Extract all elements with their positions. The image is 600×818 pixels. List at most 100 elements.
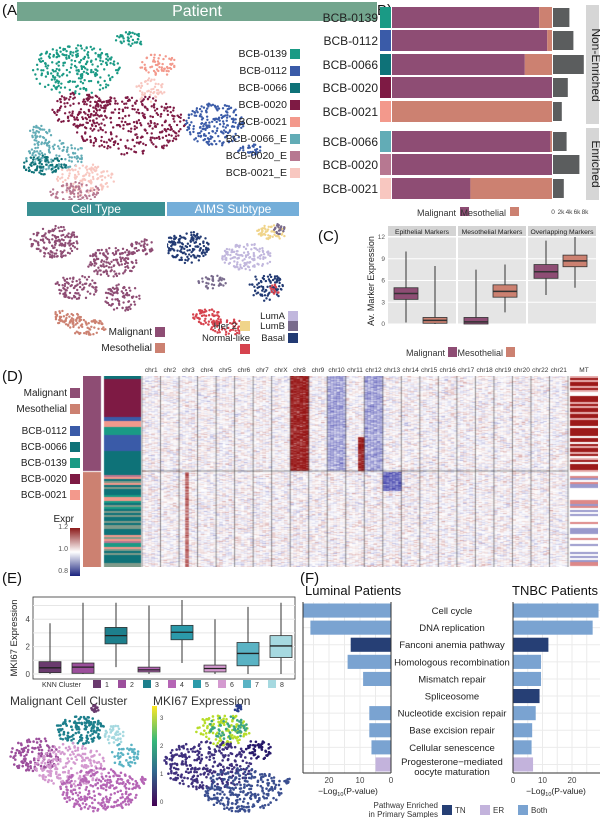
tsne-point — [131, 778, 134, 781]
tsne-point — [75, 279, 78, 283]
tsne-point — [57, 321, 61, 325]
tsne-point — [190, 261, 193, 264]
tsne-point — [237, 329, 240, 332]
tsne-point — [239, 253, 242, 257]
tsne-point — [70, 735, 74, 738]
tsne-point — [192, 127, 195, 131]
tsne-point — [57, 776, 60, 780]
tsne-point — [96, 708, 100, 712]
tsne-point — [70, 739, 73, 742]
tsne-point — [77, 296, 81, 300]
tsne-point — [207, 282, 210, 285]
tsne-point — [38, 60, 42, 63]
tsne-point — [60, 168, 64, 172]
tsne-point — [253, 285, 256, 288]
tsne-point — [80, 807, 83, 810]
tsne-point — [221, 258, 224, 261]
tsne-point — [204, 134, 207, 138]
tsne-point — [181, 754, 185, 757]
tsne-point — [125, 306, 128, 309]
tsne-point — [271, 230, 274, 233]
tsne-point — [218, 277, 221, 280]
tsne-point — [155, 107, 159, 111]
tsne-point — [199, 747, 202, 751]
tsne-point — [80, 738, 83, 742]
tsne-point — [259, 232, 262, 235]
tsne-point — [236, 719, 239, 722]
luminal-bar — [310, 620, 391, 635]
tsne-point — [268, 774, 271, 778]
tsne-point — [102, 100, 106, 104]
tsne-point — [202, 244, 206, 248]
tsne-point — [137, 142, 141, 145]
tsne-point — [63, 249, 66, 252]
tsne-point — [229, 328, 233, 332]
tsne-point — [265, 787, 268, 790]
tsne-point — [49, 250, 53, 253]
tsne-point — [173, 249, 176, 252]
tsne-point — [164, 102, 168, 106]
tsne-point — [174, 778, 178, 782]
tsne-point — [40, 748, 44, 752]
tsne-point — [69, 247, 72, 250]
tsne-point — [117, 283, 120, 286]
tsne-point — [158, 54, 162, 57]
tsne-point — [109, 146, 112, 149]
tsne-point — [185, 764, 188, 767]
tsne-point — [78, 319, 81, 323]
tsne-point — [253, 148, 257, 151]
tsne-point — [157, 135, 161, 139]
tsne-point — [178, 258, 181, 262]
tsne-point — [92, 332, 95, 336]
tsne-point — [73, 118, 76, 121]
tsne-point — [54, 70, 57, 73]
tsne-point — [172, 117, 175, 121]
tsne-point — [217, 328, 221, 332]
tsne-point — [211, 103, 215, 106]
tsne-point — [129, 130, 133, 133]
tsne-point — [139, 124, 143, 127]
tsne-point — [115, 284, 118, 287]
tsne-point — [107, 274, 110, 278]
patient-label: BCB-0066 — [323, 135, 379, 149]
tsne-point — [230, 125, 234, 128]
tsne-point — [36, 126, 40, 129]
y-tick: 2 — [26, 643, 31, 652]
tsne-point — [54, 227, 57, 230]
tsne-point — [219, 321, 222, 324]
tsne-point — [225, 247, 229, 251]
tsne-point — [207, 752, 210, 755]
tsne-point — [252, 143, 256, 146]
tsne-point — [46, 71, 49, 74]
tsne-point — [31, 242, 35, 246]
tsne-point — [93, 326, 96, 329]
tsne-point — [262, 253, 266, 256]
tsne-point — [271, 278, 275, 282]
tsne-point — [56, 196, 59, 200]
x-tick: 20 — [568, 776, 577, 785]
tsne-point — [79, 779, 83, 782]
tsne-point — [84, 778, 88, 782]
tsne-point — [85, 323, 88, 326]
tsne-point — [218, 123, 222, 126]
tsne-point — [231, 786, 234, 790]
legend-label: 8 — [280, 682, 284, 689]
tsne-point — [110, 132, 113, 136]
tsne-point — [66, 313, 69, 316]
chromosome-label: chr15 — [420, 367, 438, 374]
tsne-point — [71, 741, 75, 745]
tsne-point — [110, 303, 114, 306]
tsne-point — [103, 110, 106, 113]
tsne-point — [118, 762, 121, 766]
tsne-point — [210, 308, 214, 311]
tsne-point — [73, 332, 77, 335]
tsne-point — [203, 721, 207, 725]
tsne-point — [119, 40, 122, 43]
tsne-point — [85, 138, 89, 141]
tsne-point — [64, 737, 68, 740]
legend-label: BCB-0020_E — [225, 150, 287, 162]
marker-expression-boxplot: Epithelial Markers Mesothelial Markers Ove… — [366, 226, 596, 358]
tsne-point — [76, 170, 80, 174]
tsne-point — [138, 294, 141, 297]
tsne-point — [52, 246, 55, 250]
